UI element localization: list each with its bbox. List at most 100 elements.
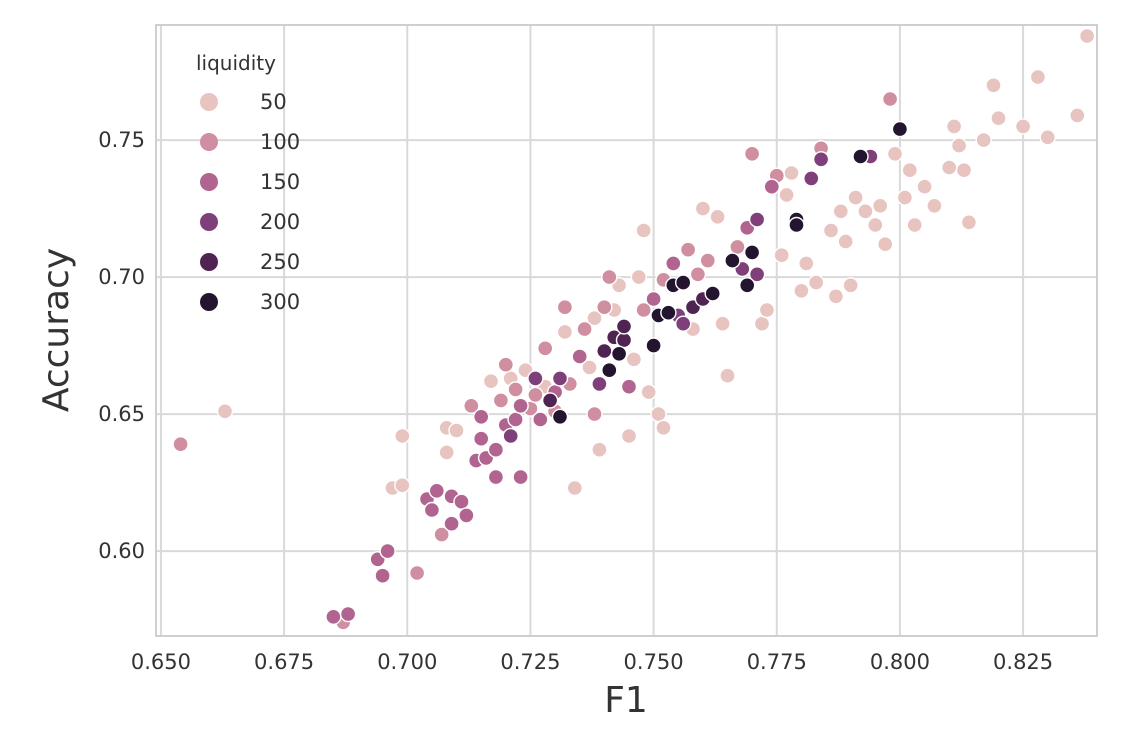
data-point: [1014, 118, 1032, 135]
data-point: [655, 419, 672, 436]
data-point: [926, 197, 943, 215]
data-point: [527, 386, 544, 404]
y-tick-label: 0.60: [98, 539, 145, 563]
data-point: [783, 164, 800, 182]
data-point: [886, 145, 904, 163]
data-point: [473, 408, 490, 425]
data-point: [832, 203, 849, 220]
data-point: [443, 515, 460, 532]
data-point: [556, 299, 574, 316]
data-point: [778, 186, 795, 204]
x-tick-label: 0.750: [624, 650, 684, 674]
legend-swatch: [200, 293, 218, 311]
data-point: [453, 493, 470, 510]
data-point: [739, 277, 756, 294]
data-point: [1069, 107, 1086, 124]
data-point: [773, 246, 790, 264]
data-point: [675, 274, 692, 291]
x-tick-label: 0.775: [747, 650, 807, 674]
data-point: [576, 320, 593, 338]
data-point: [665, 255, 682, 272]
data-point: [448, 422, 465, 439]
data-point: [714, 315, 731, 332]
data-point: [325, 608, 342, 625]
data-point: [985, 77, 1002, 94]
x-tick-label: 0.800: [870, 650, 930, 674]
data-point: [591, 375, 608, 393]
legend-swatch: [200, 173, 218, 191]
data-point: [645, 290, 662, 308]
data-point: [975, 131, 992, 149]
data-point: [458, 507, 475, 524]
data-point: [640, 383, 657, 401]
data-point: [502, 427, 519, 445]
data-point: [620, 378, 638, 395]
data-point: [537, 340, 554, 357]
x-tick-label: 0.675: [254, 650, 314, 674]
data-point: [675, 315, 692, 332]
y-tick-label: 0.65: [98, 402, 145, 426]
data-point: [709, 208, 726, 226]
data-point: [433, 526, 450, 543]
data-point: [891, 120, 909, 138]
data-point: [808, 274, 825, 291]
data-point: [541, 392, 559, 409]
x-tick-label: 0.725: [500, 650, 560, 674]
data-point: [763, 178, 780, 195]
x-tick-label: 0.700: [377, 650, 437, 674]
data-point: [571, 348, 588, 365]
x-tick-labels: 0.650 0.675 0.700 0.725 0.750 0.775 0.800 0.825: [131, 650, 1053, 674]
data-point: [512, 468, 529, 486]
data-point: [990, 109, 1007, 127]
data-point: [822, 222, 840, 239]
data-point: [901, 161, 918, 179]
data-point: [906, 216, 923, 234]
data-point: [596, 299, 613, 316]
data-point: [532, 411, 549, 428]
data-points: [172, 27, 1096, 631]
data-point: [463, 397, 480, 414]
legend-label: 200: [260, 210, 300, 234]
y-tick-label: 0.75: [98, 128, 145, 152]
data-point: [645, 337, 662, 354]
gridlines: [156, 25, 1097, 636]
legend-swatch: [200, 133, 218, 151]
data-point: [408, 564, 426, 582]
data-point: [857, 203, 874, 220]
data-point: [704, 285, 721, 302]
data-point: [596, 342, 613, 360]
data-point: [852, 148, 869, 165]
data-point: [601, 362, 618, 379]
x-axis-label: F1: [604, 680, 648, 721]
x-tick-label: 0.650: [131, 650, 191, 674]
data-point: [551, 370, 569, 387]
data-point: [566, 479, 583, 497]
data-point: [827, 288, 845, 305]
data-point: [842, 277, 859, 294]
data-point: [374, 567, 391, 584]
data-point: [867, 216, 884, 234]
data-point: [601, 268, 618, 286]
data-point: [610, 345, 628, 362]
data-point: [793, 282, 810, 299]
data-point: [960, 214, 978, 231]
data-point: [724, 252, 741, 269]
data-point: [743, 145, 761, 163]
data-point: [615, 331, 633, 349]
data-point: [689, 266, 707, 283]
data-point: [945, 118, 963, 135]
legend-label: 100: [260, 130, 300, 154]
data-point: [473, 430, 490, 447]
data-point: [694, 200, 712, 217]
legend-swatch: [200, 253, 218, 271]
data-point: [753, 315, 771, 332]
data-point: [527, 370, 544, 387]
data-point: [487, 468, 505, 486]
data-point: [758, 301, 776, 319]
data-point: [394, 427, 411, 445]
data-point: [492, 392, 510, 409]
data-point: [438, 444, 455, 461]
data-point: [512, 397, 529, 414]
legend-label: 300: [260, 290, 300, 314]
data-point: [172, 436, 189, 453]
